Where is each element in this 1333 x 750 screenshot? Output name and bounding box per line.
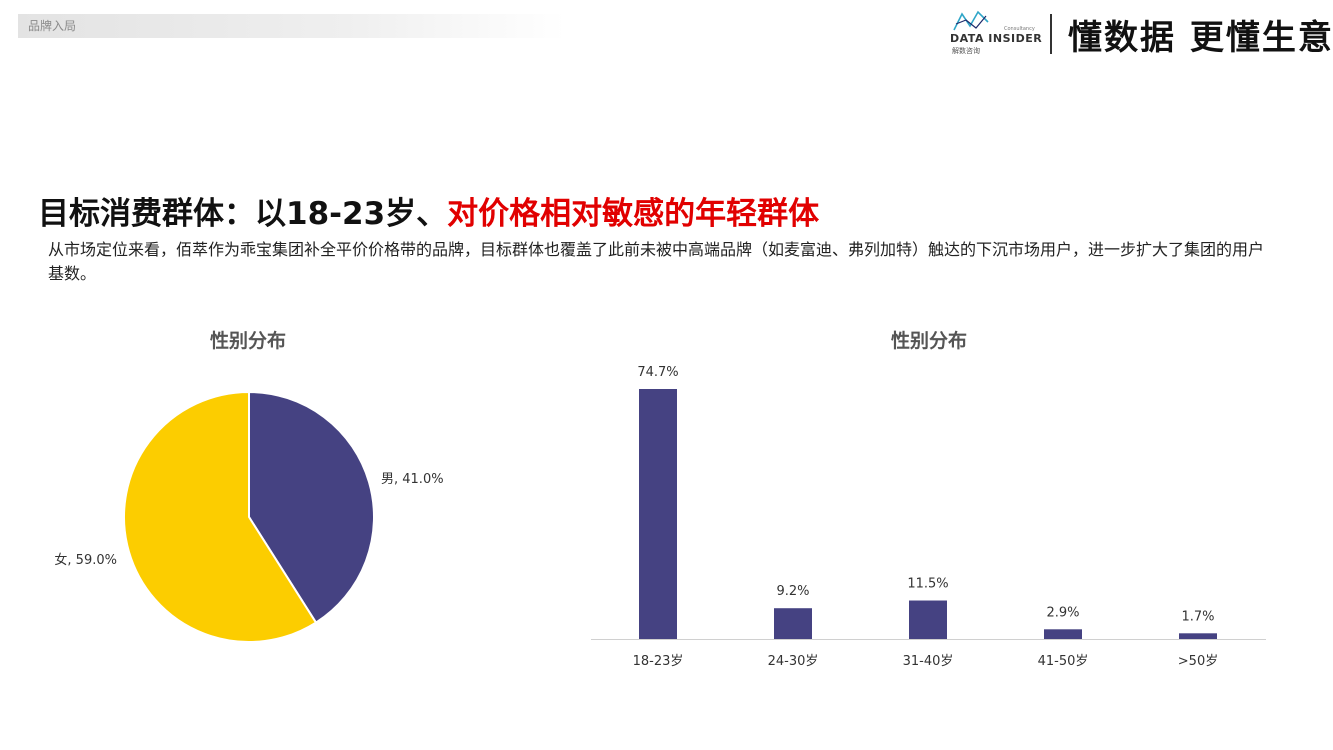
bar-2 [909, 600, 947, 639]
bar-value-label-1: 9.2% [776, 584, 809, 599]
bar-value-label-0: 74.7% [637, 365, 678, 380]
bar-1 [774, 608, 812, 639]
slogan: 懂数据 更懂生意 [1068, 18, 1333, 58]
bar-category-label-0: 18-23岁 [633, 654, 684, 669]
pie-label-1: 女, 59.0% [54, 552, 117, 568]
data-insider-logo: Consultancy DATA INSIDER 解数咨询 [948, 10, 1042, 56]
bar-category-label-2: 31-40岁 [903, 654, 954, 669]
bar-category-label-1: 24-30岁 [768, 654, 819, 669]
section-tag-label: 品牌入局 [28, 19, 77, 33]
bar-category-label-3: 41-50岁 [1038, 654, 1089, 669]
pie-label-0: 男, 41.0% [381, 472, 444, 487]
logo-mark-icon [953, 10, 989, 31]
pie-chart-title: 性别分布 [210, 330, 287, 352]
logo-brand-text: DATA INSIDER [950, 32, 1043, 45]
description-paragraph: 从市场定位来看，佰萃作为乖宝集团补全平价价格带的品牌，目标群体也覆盖了此前未被中… [48, 240, 1265, 283]
bar-0 [639, 389, 677, 639]
page-title: 目标消费群体：以18-23岁、对价格相对敏感的年轻群体 [38, 188, 819, 233]
bar-value-label-3: 2.9% [1046, 605, 1079, 620]
bar-3 [1044, 629, 1082, 639]
logo-tiny-text: Consultancy [1004, 26, 1035, 32]
bar-value-label-4: 1.7% [1181, 609, 1214, 624]
title-prefix: 目标消费群体：以18-23岁、 [38, 196, 448, 232]
section-tag: 品牌入局 [18, 14, 566, 38]
bar-value-label-2: 11.5% [907, 577, 948, 592]
header-divider [1050, 14, 1052, 54]
bar-4 [1179, 633, 1217, 639]
bar-category-label-4: >50岁 [1178, 654, 1218, 669]
logo-sub-text: 解数咨询 [952, 47, 980, 55]
bar-chart-title: 性别分布 [891, 330, 968, 352]
title-highlight: 对价格相对敏感的年轻群体 [447, 196, 820, 232]
pie-slice-1 [123, 390, 318, 643]
